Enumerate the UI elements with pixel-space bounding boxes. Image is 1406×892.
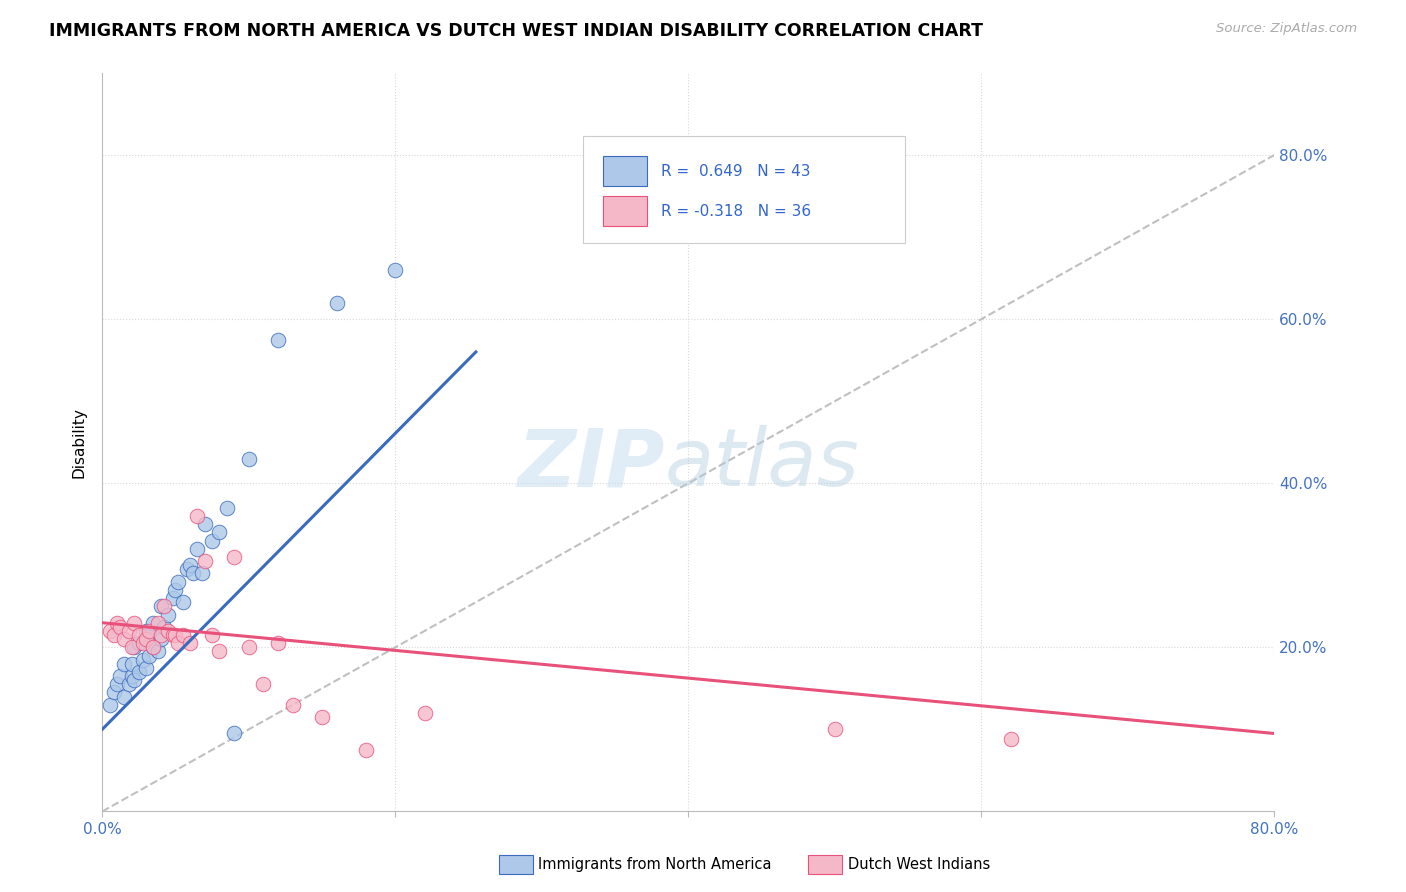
Point <box>165 628 187 642</box>
Point <box>105 615 128 630</box>
Point <box>149 632 172 647</box>
Point <box>138 628 160 642</box>
Point <box>135 632 157 647</box>
Point <box>179 558 201 573</box>
Point <box>222 726 245 740</box>
Point <box>121 657 143 671</box>
Point <box>162 628 184 642</box>
Point <box>105 677 128 691</box>
Point <box>132 653 155 667</box>
Point <box>117 624 139 638</box>
Text: Immigrants from North America: Immigrants from North America <box>538 857 772 871</box>
Point <box>162 591 184 606</box>
FancyBboxPatch shape <box>603 196 647 226</box>
Point <box>165 582 187 597</box>
Point <box>103 685 125 699</box>
Point <box>138 648 160 663</box>
Point <box>128 628 150 642</box>
Point <box>124 673 146 688</box>
Point <box>146 615 169 630</box>
FancyBboxPatch shape <box>603 156 647 186</box>
Point <box>194 554 217 568</box>
Point <box>121 640 143 655</box>
Point <box>354 743 377 757</box>
Point <box>124 615 146 630</box>
Point <box>117 677 139 691</box>
Point <box>103 628 125 642</box>
Point <box>124 640 146 655</box>
Point <box>128 665 150 679</box>
Point <box>128 636 150 650</box>
Point <box>824 723 846 737</box>
Point <box>108 620 131 634</box>
Text: IMMIGRANTS FROM NORTH AMERICA VS DUTCH WEST INDIAN DISABILITY CORRELATION CHART: IMMIGRANTS FROM NORTH AMERICA VS DUTCH W… <box>49 22 983 40</box>
Text: Source: ZipAtlas.com: Source: ZipAtlas.com <box>1216 22 1357 36</box>
Point <box>311 710 333 724</box>
Point <box>132 636 155 650</box>
Point <box>252 677 274 691</box>
Point <box>176 562 198 576</box>
Point <box>238 451 260 466</box>
Text: R = -0.318   N = 36: R = -0.318 N = 36 <box>661 203 811 219</box>
Point <box>146 644 169 658</box>
Point <box>179 636 201 650</box>
Point <box>142 640 165 655</box>
Point <box>108 669 131 683</box>
Point <box>112 632 135 647</box>
Point <box>112 657 135 671</box>
Point <box>135 624 157 638</box>
Point <box>142 615 165 630</box>
Point <box>181 566 204 581</box>
Y-axis label: Disability: Disability <box>72 407 86 477</box>
Point <box>121 669 143 683</box>
Point <box>384 263 406 277</box>
Point <box>186 541 208 556</box>
Point <box>201 628 224 642</box>
Point <box>194 517 217 532</box>
Point <box>149 628 172 642</box>
Point <box>157 624 180 638</box>
Point <box>208 644 231 658</box>
Point <box>281 698 304 712</box>
Text: ZIP: ZIP <box>517 425 665 503</box>
Point <box>149 599 172 614</box>
Point <box>152 599 174 614</box>
Text: R =  0.649   N = 43: R = 0.649 N = 43 <box>661 164 811 178</box>
Text: Dutch West Indians: Dutch West Indians <box>848 857 990 871</box>
Point <box>413 706 436 720</box>
Point <box>138 624 160 638</box>
Point <box>267 333 290 347</box>
Point <box>267 636 290 650</box>
Point <box>186 509 208 524</box>
FancyBboxPatch shape <box>583 136 905 243</box>
Point <box>152 620 174 634</box>
Point <box>208 525 231 540</box>
Point <box>167 574 190 589</box>
Point <box>191 566 214 581</box>
Point <box>325 295 347 310</box>
Point <box>157 607 180 622</box>
Point <box>215 500 238 515</box>
Point <box>98 698 121 712</box>
Point <box>238 640 260 655</box>
Point <box>135 661 157 675</box>
Point <box>172 628 194 642</box>
Point <box>142 640 165 655</box>
Point <box>167 636 190 650</box>
Point <box>1000 732 1022 747</box>
Point <box>201 533 224 548</box>
Point <box>172 595 194 609</box>
Text: atlas: atlas <box>665 425 859 503</box>
Point <box>112 690 135 704</box>
Point <box>98 624 121 638</box>
Point <box>222 550 245 565</box>
